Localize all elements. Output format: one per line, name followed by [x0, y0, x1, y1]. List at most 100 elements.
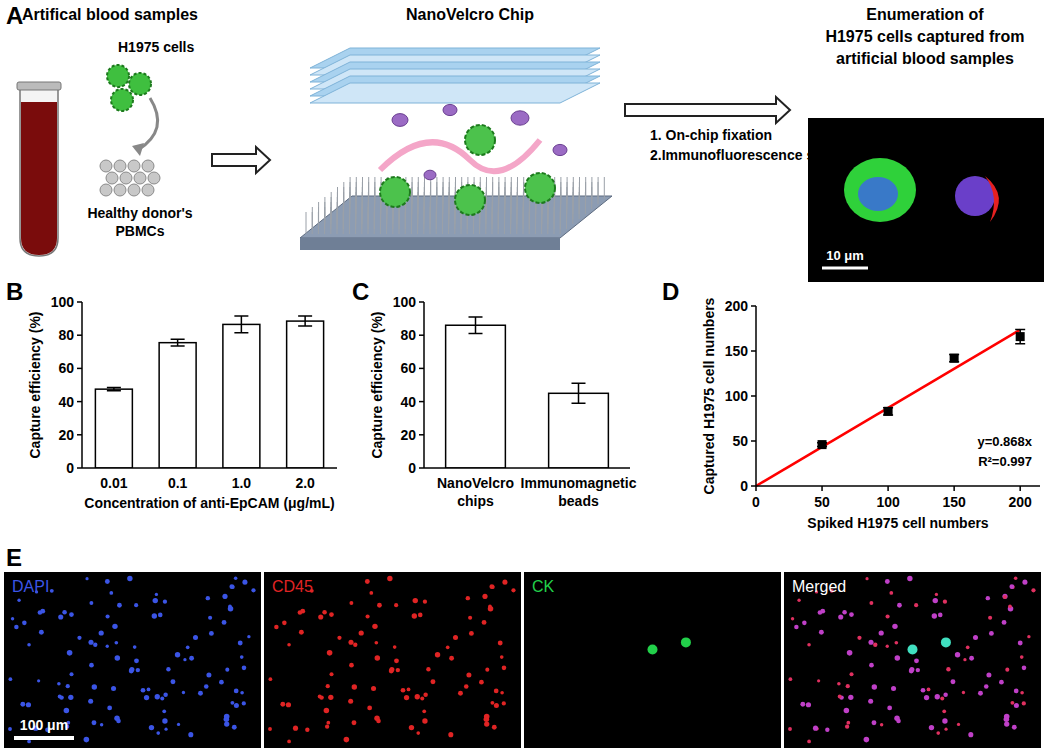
- cell-dot: [1002, 620, 1007, 625]
- cell-dot: [797, 599, 800, 602]
- y-tick: [77, 368, 82, 370]
- cell-dot: [69, 612, 74, 617]
- cell-dot: [164, 728, 167, 731]
- label: H1975 cells: [118, 39, 194, 55]
- cell-dot: [394, 658, 399, 663]
- cell-dot: [38, 610, 43, 615]
- y-tick: [419, 401, 424, 403]
- cell-dot: [8, 727, 12, 731]
- cell-dot: [1022, 701, 1026, 705]
- y-tick: [419, 301, 424, 303]
- cell-dot: [963, 658, 966, 661]
- cell-dot: [228, 605, 232, 609]
- cell-dot: [149, 725, 154, 730]
- cell-dot: [935, 694, 940, 699]
- cell-dot: [500, 655, 504, 659]
- nanowire: [412, 177, 413, 199]
- cell-dot: [872, 684, 877, 689]
- cell-dot: [968, 732, 973, 737]
- label: NanoVelcro Chip: [406, 6, 534, 23]
- cell-dot: [238, 641, 243, 646]
- cell-dot: [129, 669, 134, 674]
- cell-dot: [1014, 689, 1019, 694]
- x-tick: [887, 486, 889, 491]
- cell-dot: [488, 605, 492, 609]
- cell-dot: [807, 740, 811, 744]
- cell-dot: [58, 695, 62, 699]
- cell-dot: [986, 673, 991, 678]
- channel-label: CD45: [272, 578, 313, 595]
- cell-dot: [453, 635, 458, 640]
- cell-dot: [404, 695, 409, 700]
- cell-dot: [916, 668, 920, 672]
- cell-dot: [942, 718, 947, 723]
- cell-dot: [1020, 655, 1024, 659]
- cell-dot: [1004, 714, 1010, 720]
- cell-dot: [377, 603, 382, 608]
- x-tick-label: beads: [558, 493, 599, 509]
- cell-dot: [280, 702, 285, 707]
- nanowire: [312, 207, 313, 229]
- cell-dot: [206, 673, 211, 678]
- cell-dot: [938, 613, 943, 618]
- nanowire: [443, 177, 444, 199]
- cell-dot: [349, 663, 354, 668]
- ck-cell: [844, 158, 916, 222]
- y-tick-label: 20: [400, 427, 416, 443]
- cd45-stain: [985, 176, 999, 222]
- panel-letter: D: [662, 278, 679, 305]
- cell-dot: [880, 723, 883, 726]
- nucleus: [858, 177, 898, 211]
- cell-dot: [943, 692, 947, 696]
- cell-dot: [864, 737, 870, 743]
- cell-dot: [92, 720, 97, 725]
- cell-dot: [188, 732, 193, 737]
- pbmc: [148, 172, 160, 184]
- cell-dot: [1009, 584, 1014, 589]
- y-tick-label: 40: [58, 394, 74, 410]
- cell-dot: [413, 598, 418, 603]
- cell-dot: [468, 616, 472, 620]
- y-tick-label: 60: [58, 360, 74, 376]
- point: [950, 354, 959, 363]
- cell-dot: [100, 723, 103, 726]
- pbmc: [142, 184, 154, 196]
- cell-dot: [502, 580, 507, 585]
- cell-dot: [222, 594, 227, 599]
- cell-dot: [20, 702, 25, 707]
- nanowire: [567, 177, 568, 199]
- cell-dot: [394, 603, 398, 607]
- cell-dot: [268, 727, 272, 731]
- nanowire: [573, 177, 574, 199]
- pbmc: [114, 184, 126, 196]
- cell-dot: [422, 718, 427, 723]
- cell-dot: [500, 691, 504, 695]
- cell-dot: [369, 591, 373, 595]
- cell-dot: [232, 725, 237, 730]
- bar-chart: NanoVelcrochipsImmunomagneticbeads020406…: [369, 294, 637, 509]
- cell-dot: [85, 577, 88, 580]
- pbmc: [114, 160, 126, 172]
- cell-dot: [162, 718, 167, 723]
- cell-dot: [115, 641, 119, 645]
- cell-dot: [924, 695, 929, 700]
- cell-dot: [155, 694, 160, 699]
- cell-dot: [1004, 721, 1009, 726]
- cell-dot: [494, 689, 499, 694]
- cell-dot: [50, 589, 54, 593]
- cell-dot: [234, 576, 238, 580]
- cell-dot: [322, 610, 327, 615]
- cell-dot: [502, 666, 507, 671]
- y-axis: [81, 302, 83, 468]
- fit-r2: R²=0.997: [978, 454, 1032, 469]
- point: [1016, 332, 1025, 341]
- x-axis: [82, 467, 337, 469]
- cell-dot: [412, 613, 417, 618]
- cell-dot: [22, 621, 27, 626]
- cell-dot: [511, 588, 515, 592]
- cell-dot: [240, 691, 244, 695]
- cell-dot: [224, 714, 230, 720]
- cell-dot: [234, 689, 239, 694]
- x-tick-label: 150: [942, 494, 966, 510]
- cell-dot: [37, 679, 40, 682]
